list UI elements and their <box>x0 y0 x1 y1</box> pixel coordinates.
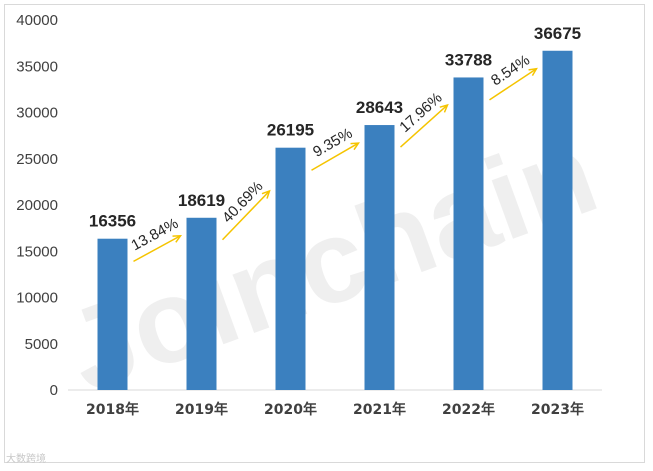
growth-arrow <box>221 189 271 241</box>
growth-label: 9.35% <box>310 125 355 161</box>
growth-arrow <box>133 234 183 263</box>
source-tag: 大数跨境 <box>6 454 46 465</box>
x-tick-label: 2018年 <box>86 401 139 418</box>
y-tick-label: 25000 <box>16 151 58 168</box>
data-label: 26195 <box>267 121 314 140</box>
growth-arrow <box>399 103 449 148</box>
x-tick-label: 2021年 <box>353 401 406 418</box>
bars <box>97 50 573 391</box>
data-label: 18619 <box>178 191 225 210</box>
y-tick-label: 5000 <box>25 336 58 353</box>
axes: 0 5000 10000 15000 20000 25000 30000 35000 40000… <box>16 12 602 418</box>
bar <box>275 147 306 390</box>
bar <box>453 77 484 390</box>
y-tick-label: 20000 <box>16 197 58 214</box>
y-tick-label: 40000 <box>16 12 58 29</box>
data-label: 28643 <box>356 98 403 117</box>
bar <box>542 50 573 390</box>
data-labels: 16356 18619 26195 28643 33788 36675 <box>89 24 581 231</box>
chart-frame <box>4 4 645 463</box>
bar <box>97 238 128 390</box>
growth-arrow <box>311 142 360 171</box>
growth-label: 8.54% <box>488 52 533 90</box>
data-label: 16356 <box>89 212 136 231</box>
data-label: 36675 <box>534 24 581 43</box>
y-tick-label: 35000 <box>16 58 58 75</box>
data-label: 33788 <box>445 50 492 69</box>
x-tick-label: 2020年 <box>264 401 317 418</box>
bar <box>186 217 217 390</box>
y-tick-label: 0 <box>50 382 58 399</box>
y-tick-label: 30000 <box>16 105 58 122</box>
y-tick-label: 10000 <box>16 290 58 307</box>
growth-arrow <box>489 67 538 101</box>
x-tick-label: 2023年 <box>531 401 584 418</box>
growth-label: 13.84% <box>128 215 181 254</box>
bar <box>364 125 395 391</box>
x-tick-label: 2022年 <box>442 401 495 418</box>
x-tick-label: 2019年 <box>175 401 228 418</box>
y-tick-label: 15000 <box>16 243 58 260</box>
